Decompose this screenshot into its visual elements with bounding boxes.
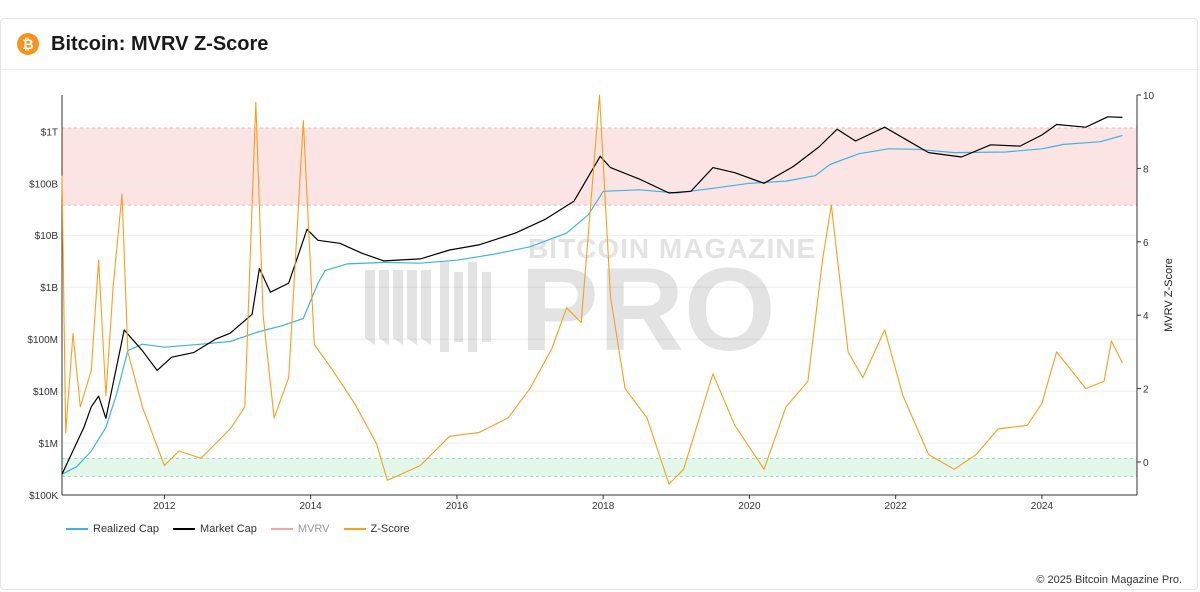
copyright-text: © 2025 Bitcoin Magazine Pro. — [1036, 574, 1182, 586]
watermark-stripe — [393, 270, 403, 345]
series-market-cap — [61, 116, 1123, 475]
left-tick-label: $10B — [35, 231, 59, 242]
right-axis-label: MVRV Z-Score — [1163, 258, 1175, 332]
left-tick-label: $100K — [29, 491, 58, 502]
x-tick-label: 2018 — [592, 501, 615, 512]
legend-swatch — [343, 528, 366, 530]
series-z-score — [61, 94, 1123, 485]
watermark-bar — [440, 262, 449, 352]
left-tick-label: $1B — [40, 283, 58, 294]
legend-swatch — [270, 528, 293, 530]
right-tick-label: 2 — [1143, 385, 1149, 396]
legend-item-realized-cap[interactable]: Realized Cap — [66, 523, 159, 535]
right-tick-label: 4 — [1143, 311, 1149, 322]
left-tick-label: $100M — [27, 335, 58, 346]
legend-item-market-cap[interactable]: Market Cap — [173, 523, 257, 535]
legend-label: Z-Score — [370, 523, 410, 535]
left-tick-label: $10M — [33, 387, 58, 398]
left-tick-label: $1T — [41, 127, 58, 138]
watermark-stripe — [421, 270, 431, 345]
legend-label: Market Cap — [200, 523, 257, 535]
bitcoin-logo-icon: ₿ — [17, 33, 39, 55]
left-tick-label: $1M — [39, 439, 58, 450]
x-tick-label: 2012 — [153, 501, 176, 512]
x-tick-label: 2020 — [738, 501, 761, 512]
zone-green — [62, 458, 1137, 477]
right-tick-label: 6 — [1143, 238, 1149, 249]
legend-label: Realized Cap — [93, 523, 160, 535]
right-tick-label: 0 — [1143, 458, 1149, 469]
legend-swatch — [66, 528, 88, 530]
watermark-line2: PRO — [520, 244, 776, 376]
watermark-stripe — [407, 270, 417, 345]
legend-label: MVRV — [297, 523, 330, 535]
chart-header: ₿ Bitcoin: MVRV Z-Score — [1, 19, 1197, 70]
left-tick-label: $100B — [29, 179, 58, 190]
watermark-bar — [468, 262, 477, 352]
x-tick-label: 2024 — [1031, 501, 1054, 512]
watermark-bar — [482, 272, 491, 342]
x-tick-label: 2016 — [446, 501, 469, 512]
legend-item-z-score[interactable]: Z-Score — [343, 523, 410, 535]
watermark-line1: BITCOIN MAGAZINE — [528, 233, 816, 264]
zone-red — [62, 128, 1137, 206]
series-realized-cap — [61, 134, 1123, 475]
legend-swatch — [173, 528, 196, 530]
right-tick-label: 8 — [1143, 164, 1149, 175]
watermark-bar — [454, 272, 463, 342]
page-title: Bitcoin: MVRV Z-Score — [51, 33, 269, 55]
watermark-stripe — [379, 270, 389, 345]
x-tick-label: 2014 — [300, 501, 323, 512]
watermark-stripe — [365, 270, 375, 345]
legend-item-mvrv[interactable]: MVRV — [270, 523, 330, 535]
right-tick-label: 10 — [1143, 91, 1155, 102]
chart-legend: Realized Cap Market Cap MVRV Z-Score — [66, 523, 410, 535]
x-tick-label: 2022 — [885, 501, 908, 512]
